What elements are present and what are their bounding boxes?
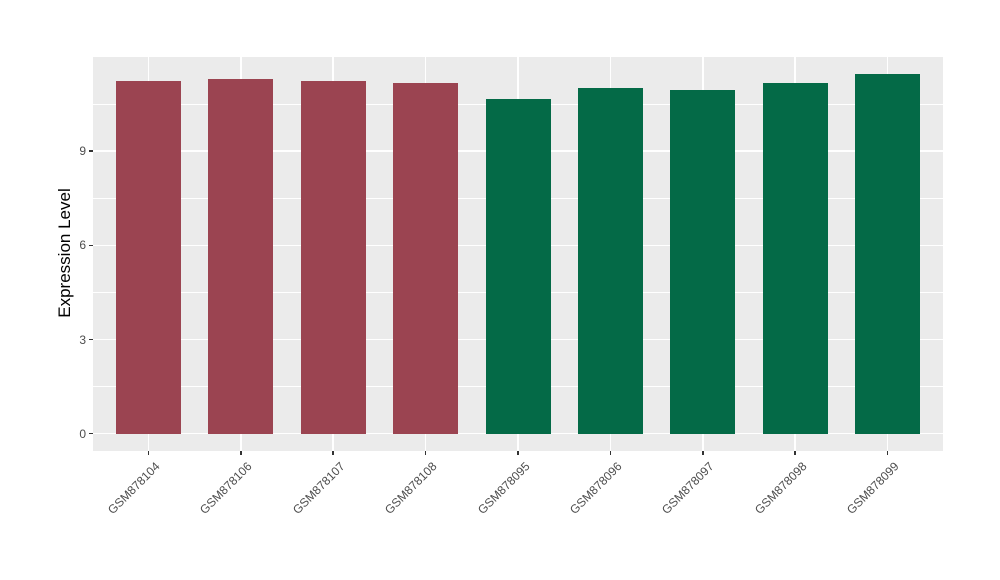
y-tick-label: 0 (79, 426, 86, 441)
y-tick-label: 6 (79, 238, 86, 253)
y-axis-title: Expression Level (55, 188, 74, 318)
bar-GSM878097 (670, 89, 736, 434)
x-tick-label-GSM878098: GSM878098 (751, 459, 810, 517)
x-tick-label-GSM878108: GSM878108 (382, 459, 440, 517)
bar-GSM878099 (855, 74, 921, 434)
bar-GSM878106 (208, 78, 274, 434)
x-tick-label-GSM878106: GSM878106 (197, 459, 256, 517)
x-axis-tick (702, 451, 704, 455)
x-axis-tick (517, 451, 519, 455)
x-axis-tick (609, 451, 612, 455)
plot-panel (93, 57, 943, 451)
x-axis-tick (794, 451, 796, 455)
x-tick-label-GSM878096: GSM878096 (567, 459, 625, 517)
x-tick-label-GSM878097: GSM878097 (659, 459, 717, 517)
y-axis-tick (89, 150, 93, 152)
y-axis-tick (89, 244, 93, 247)
y-tick-label: 9 (79, 144, 86, 159)
x-tick-label-GSM878107: GSM878107 (289, 459, 348, 517)
x-axis-tick (332, 451, 334, 455)
bar-GSM878107 (300, 80, 366, 434)
bar-GSM878108 (393, 82, 459, 434)
bar-GSM878095 (485, 98, 551, 434)
x-tick-label-GSM878095: GSM878095 (474, 459, 533, 517)
y-axis-tick (89, 338, 93, 341)
x-axis-tick (886, 451, 889, 455)
x-axis-tick (147, 451, 150, 455)
bar-GSM878098 (762, 83, 828, 434)
x-axis-tick (240, 451, 242, 455)
x-axis-tick (424, 451, 427, 455)
x-tick-label-GSM878104: GSM878104 (105, 459, 163, 517)
x-tick-label-GSM878099: GSM878099 (844, 459, 902, 517)
y-axis-tick (89, 432, 93, 435)
y-tick-label: 3 (79, 332, 86, 347)
bar-GSM878104 (115, 80, 181, 434)
bar-GSM878096 (577, 88, 643, 434)
